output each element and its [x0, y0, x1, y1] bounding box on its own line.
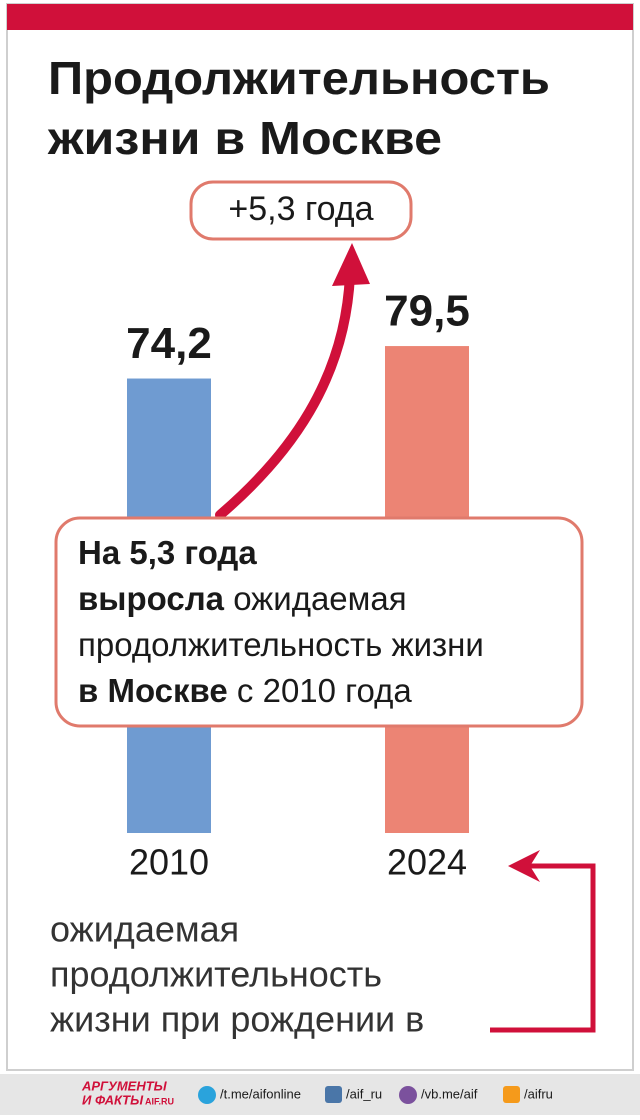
callout-box	[54, 516, 584, 728]
callout-text: продолжительность жизни	[78, 626, 484, 663]
callout-text: выросла	[78, 580, 225, 617]
callout-line: продолжительность жизни	[78, 626, 484, 663]
vk-icon	[325, 1086, 342, 1103]
callout: На 5,3 года выросла ожидаемая продолжитель…	[78, 534, 484, 709]
arrow-head	[332, 243, 370, 286]
bracket-head	[508, 850, 540, 882]
footer-link[interactable]: /vb.me/aif	[421, 1086, 478, 1101]
top-bar	[7, 4, 633, 30]
callout-text: ожидаемая	[224, 580, 407, 617]
callout-line: На 5,3 года	[78, 534, 257, 571]
logo: И ФАКТЫ	[82, 1092, 144, 1107]
logo-site: AIF.RU	[145, 1096, 174, 1106]
footer	[0, 1074, 640, 1115]
value-label: 79,5	[384, 287, 470, 336]
annotation: +5,3 года	[228, 190, 373, 228]
value-label: 74,2	[126, 319, 212, 368]
chart-title: Продолжительность	[48, 52, 550, 104]
callout-text: в Москве	[78, 672, 228, 709]
callout-text: На 5,3 года	[78, 534, 257, 571]
x-tick-label: 2010	[129, 842, 209, 883]
footer-link[interactable]: /aifru	[524, 1086, 553, 1101]
note-line: жизни при рождении в	[50, 999, 424, 1040]
footer-link[interactable]: /t.me/aifonline	[220, 1086, 301, 1101]
annotation-badge	[189, 180, 413, 241]
viber-icon	[399, 1086, 417, 1104]
chart-title: жизни в Москве	[47, 112, 442, 164]
callout-line: в Москве с 2010 года	[78, 672, 412, 709]
ok-icon	[503, 1086, 520, 1103]
note-line: ожидаемая	[50, 909, 239, 950]
telegram-icon	[198, 1086, 216, 1104]
callout-text: с 2010 года	[228, 672, 413, 709]
footer-link[interactable]: /aif_ru	[346, 1086, 382, 1101]
note-bracket	[490, 863, 596, 1033]
note-line: продолжительность	[50, 954, 382, 995]
logo: АРГУМЕНТЫ	[81, 1078, 168, 1093]
callout-line: выросла ожидаемая	[78, 580, 407, 617]
growth-arrow	[215, 270, 355, 520]
x-tick-label: 2024	[387, 842, 467, 883]
